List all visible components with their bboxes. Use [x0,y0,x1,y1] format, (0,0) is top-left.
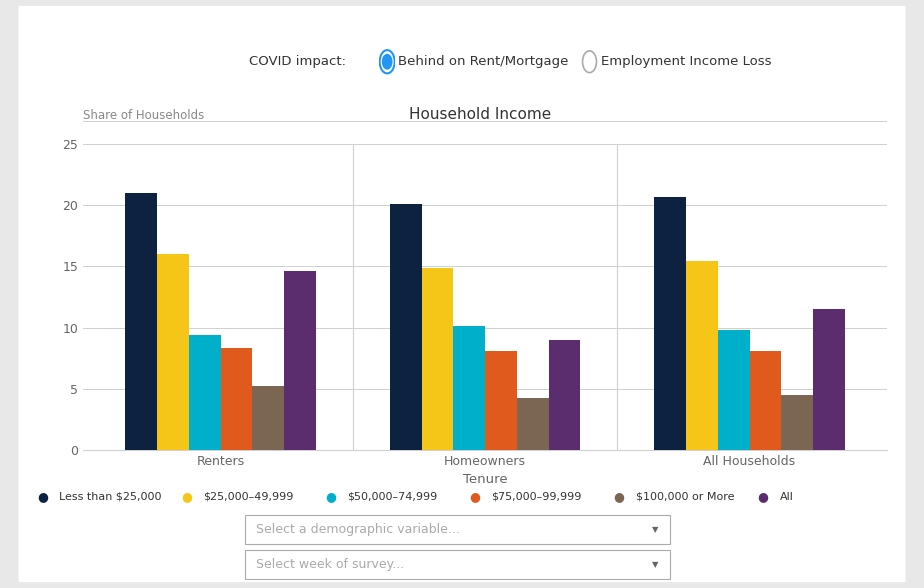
Text: ▼: ▼ [652,560,659,569]
Text: Less than $25,000: Less than $25,000 [59,492,162,502]
Text: ●: ● [469,490,480,503]
Bar [654,196,686,450]
X-axis label: Tenure: Tenure [463,473,507,486]
Text: All: All [780,492,794,502]
Bar [454,326,485,450]
Bar [718,330,749,450]
Text: ●: ● [37,490,48,503]
Bar [686,262,718,450]
Bar [549,340,580,450]
Text: ●: ● [614,490,625,503]
Text: Share of Households: Share of Households [83,109,204,122]
Bar [485,351,517,450]
Bar [390,204,421,450]
Text: Behind on Rent/Mortgage: Behind on Rent/Mortgage [398,55,568,68]
Bar [782,395,813,450]
Circle shape [383,55,392,69]
Bar [813,309,845,450]
Text: $25,000–49,999: $25,000–49,999 [203,492,294,502]
Text: $50,000–74,999: $50,000–74,999 [347,492,438,502]
Text: $75,000–99,999: $75,000–99,999 [492,492,582,502]
Text: Employment Income Loss: Employment Income Loss [601,55,772,68]
Text: Select a demographic variable...: Select a demographic variable... [256,523,460,536]
Text: Household Income: Household Income [409,106,552,122]
Text: ●: ● [181,490,192,503]
Bar [126,193,157,450]
Bar [517,399,549,450]
Text: ●: ● [325,490,336,503]
Text: ●: ● [758,490,769,503]
Bar [157,254,188,450]
Bar [188,335,221,450]
Bar [749,351,782,450]
Bar [285,271,316,450]
Text: ▼: ▼ [652,524,659,534]
Text: COVID impact:: COVID impact: [249,55,346,68]
Text: $100,000 or More: $100,000 or More [636,492,735,502]
Text: Select week of survey...: Select week of survey... [256,558,404,571]
Bar [421,268,454,450]
Bar [221,348,252,450]
Bar [252,386,285,450]
